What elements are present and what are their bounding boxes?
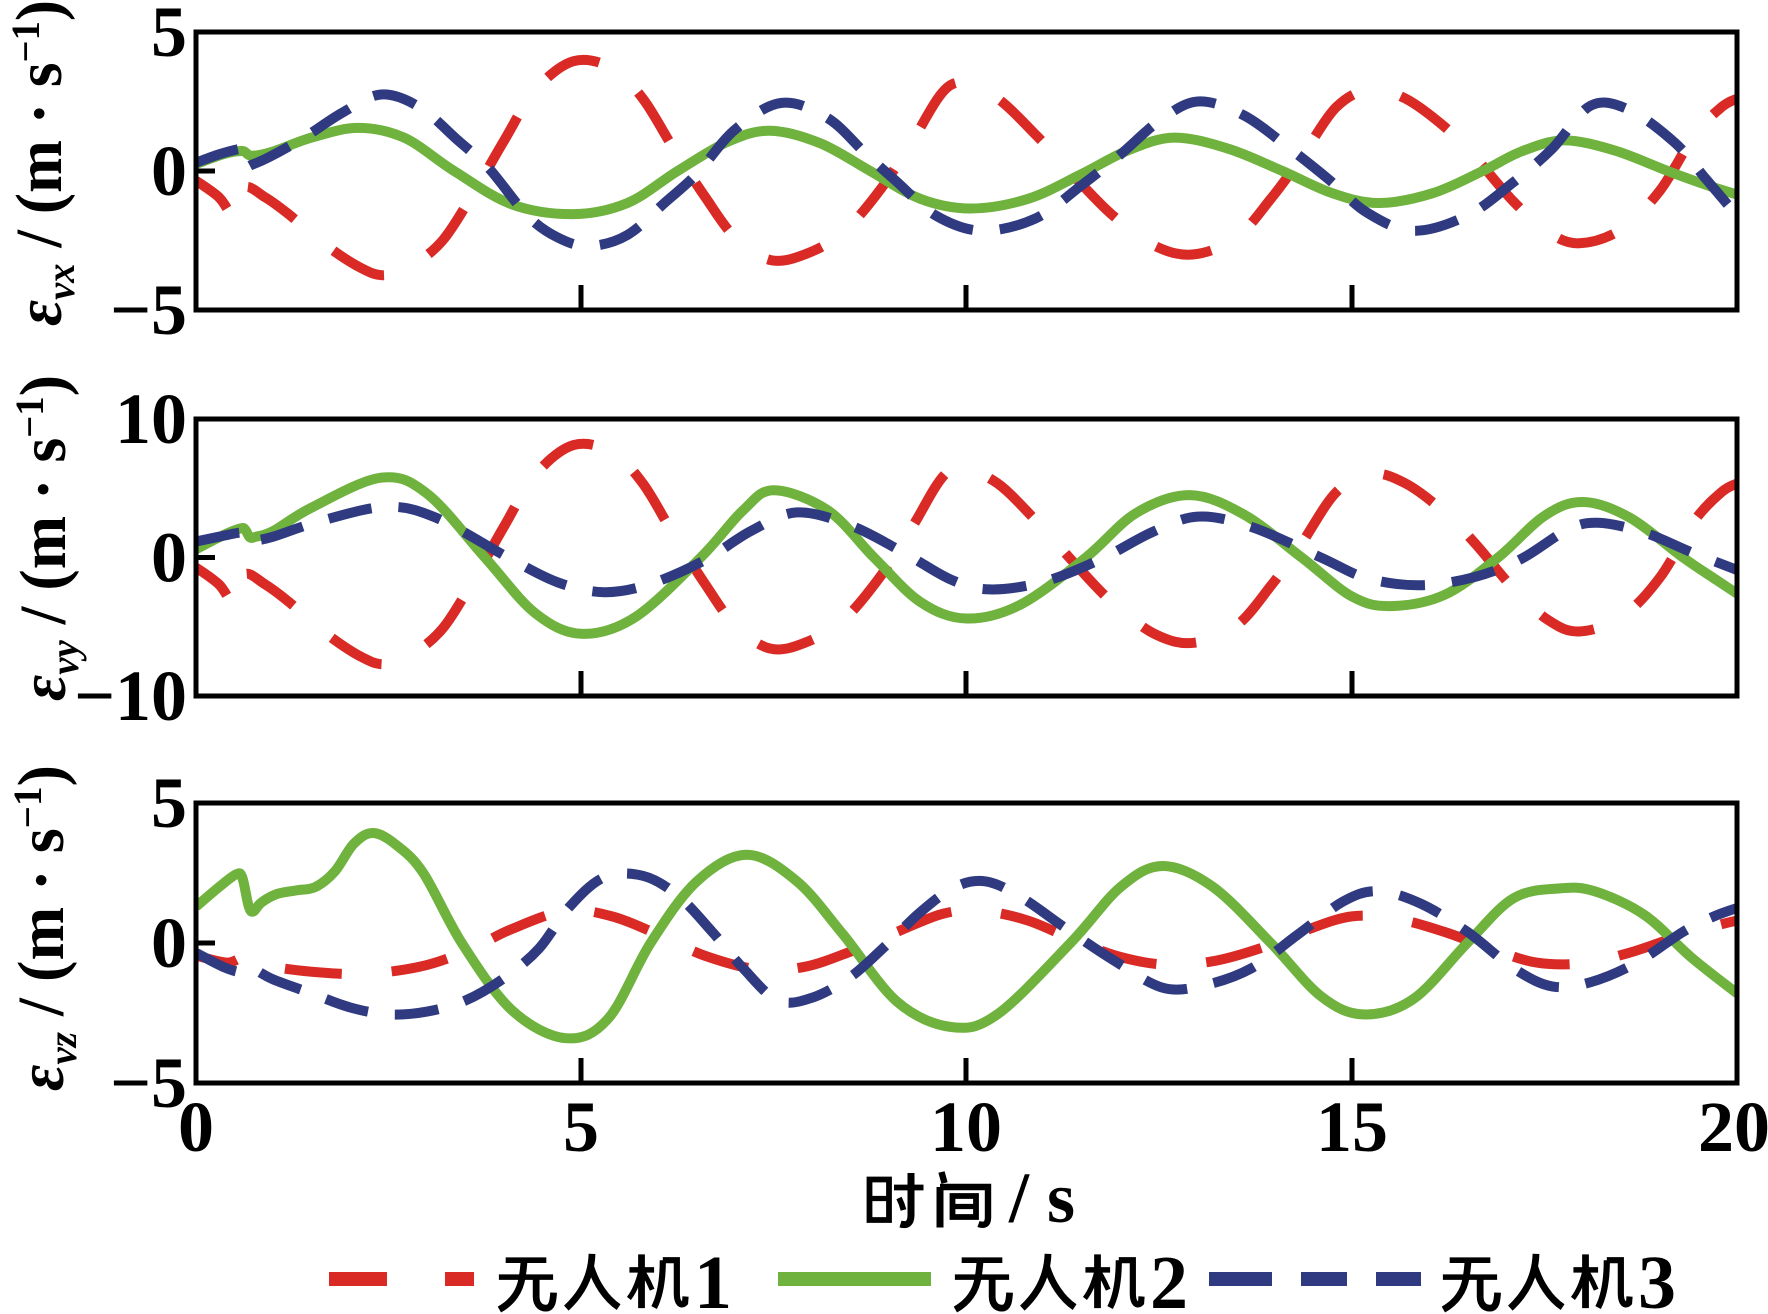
svg-text:2: 2 (1150, 1241, 1188, 1314)
svg-text:0: 0 (178, 1087, 214, 1167)
svg-text:20: 20 (1698, 1087, 1768, 1167)
svg-text:5: 5 (151, 0, 187, 72)
svg-text:−5: −5 (110, 1043, 187, 1123)
svg-text:10: 10 (115, 379, 187, 459)
svg-text:5: 5 (151, 763, 187, 843)
svg-text:εvx / (m · s−1): εvx / (m · s−1) (3, 0, 83, 326)
svg-text:−10: −10 (74, 656, 187, 736)
svg-text:/ s: / s (1008, 1158, 1075, 1238)
svg-text:0: 0 (151, 518, 187, 598)
svg-text:0: 0 (151, 903, 187, 983)
svg-text:−5: −5 (110, 270, 187, 350)
svg-text:3: 3 (1638, 1241, 1676, 1314)
svg-text:10: 10 (930, 1087, 1002, 1167)
svg-text:εvz / (m · s−1): εvz / (m · s−1) (5, 765, 85, 1091)
svg-text:0: 0 (151, 131, 187, 211)
svg-text:15: 15 (1316, 1087, 1388, 1167)
svg-text:1: 1 (694, 1241, 732, 1314)
svg-text:εvy / (m · s−1): εvy / (m · s−1) (7, 375, 87, 701)
svg-text:5: 5 (563, 1087, 599, 1167)
